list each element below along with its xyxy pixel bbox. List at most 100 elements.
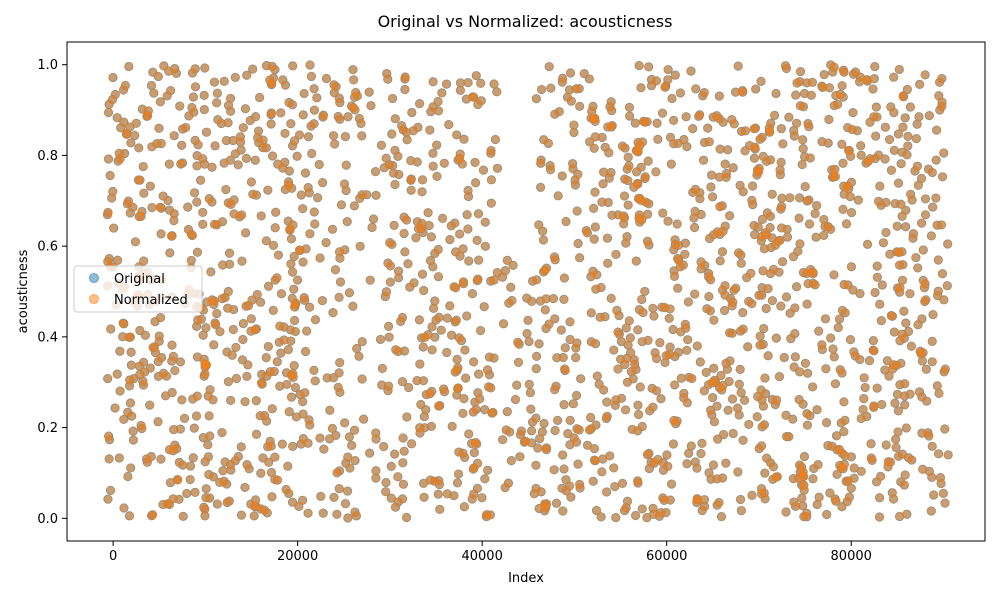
data-point-normalized xyxy=(413,122,423,132)
data-point-normalized xyxy=(670,271,679,281)
data-point-normalized xyxy=(270,475,280,484)
data-point-normalized xyxy=(934,255,943,265)
data-point-normalized xyxy=(128,426,138,436)
data-point-normalized xyxy=(227,350,237,360)
data-point-normalized xyxy=(223,118,233,128)
data-point-normalized xyxy=(541,294,551,304)
data-point-normalized xyxy=(312,93,322,103)
data-point-normalized xyxy=(176,159,186,169)
data-point-normalized xyxy=(844,492,854,502)
data-point-normalized xyxy=(472,276,482,286)
data-point-normalized xyxy=(558,450,568,460)
data-point-normalized xyxy=(792,282,802,292)
data-point-normalized xyxy=(265,436,275,446)
data-point-normalized xyxy=(352,344,361,353)
data-point-normalized xyxy=(301,347,311,356)
data-point-normalized xyxy=(927,336,937,346)
data-point-normalized xyxy=(526,404,536,414)
data-point-normalized xyxy=(463,224,473,234)
data-point-normalized xyxy=(881,197,891,207)
data-point-normalized xyxy=(921,194,930,204)
data-point-normalized xyxy=(196,175,206,185)
data-point-normalized xyxy=(670,70,680,80)
data-point-normalized xyxy=(550,385,560,394)
data-point-normalized xyxy=(568,159,577,169)
data-point-normalized xyxy=(893,427,903,437)
data-point-normalized xyxy=(744,420,754,429)
data-point-normalized xyxy=(250,155,260,165)
data-point-normalized xyxy=(480,474,490,484)
data-point-normalized xyxy=(558,77,567,87)
data-point-normalized xyxy=(270,452,280,462)
data-point-normalized xyxy=(350,201,359,211)
data-point-normalized xyxy=(291,412,301,422)
data-point-normalized xyxy=(797,160,807,169)
data-point-normalized xyxy=(514,357,523,367)
data-point-normalized xyxy=(628,374,638,384)
data-point-normalized xyxy=(252,290,262,299)
data-point-normalized xyxy=(690,206,700,216)
data-point-normalized xyxy=(915,80,925,89)
data-point-normalized xyxy=(138,104,147,114)
data-point-normalized xyxy=(847,208,856,218)
data-point-normalized xyxy=(249,511,259,521)
data-point-normalized xyxy=(446,330,456,340)
data-point-normalized xyxy=(798,501,807,511)
data-point-normalized xyxy=(187,103,197,112)
data-point-normalized xyxy=(262,353,271,363)
data-point-normalized xyxy=(610,401,620,410)
data-point-normalized xyxy=(425,475,435,485)
data-point-normalized xyxy=(693,341,702,351)
data-point-normalized xyxy=(379,442,388,451)
data-point-normalized xyxy=(759,244,769,254)
data-point-normalized xyxy=(621,405,630,415)
data-point-normalized xyxy=(910,166,920,176)
data-point-normalized xyxy=(295,246,305,255)
data-point-normalized xyxy=(318,112,328,122)
data-point-normalized xyxy=(763,351,773,361)
data-point-normalized xyxy=(468,407,478,417)
data-point-normalized xyxy=(887,311,897,321)
data-point-normalized xyxy=(712,500,722,510)
data-point-normalized xyxy=(217,428,227,437)
data-point-normalized xyxy=(515,452,525,462)
data-point-normalized xyxy=(477,493,487,503)
data-point-normalized xyxy=(328,308,338,318)
data-point-normalized xyxy=(524,379,534,389)
data-point-normalized xyxy=(587,106,597,116)
data-point-normalized xyxy=(540,305,550,315)
data-point-normalized xyxy=(287,293,297,303)
data-point-normalized xyxy=(441,79,451,89)
data-point-normalized xyxy=(233,160,243,170)
data-point-normalized xyxy=(199,90,209,100)
data-point-normalized xyxy=(802,409,812,418)
data-point-normalized xyxy=(899,306,909,316)
data-point-normalized xyxy=(298,495,308,505)
data-point-normalized xyxy=(343,513,353,523)
data-point-normalized xyxy=(156,203,166,213)
data-point-normalized xyxy=(613,364,623,374)
data-point-normalized xyxy=(190,487,200,497)
data-point-normalized xyxy=(462,94,471,104)
data-point-normalized xyxy=(177,395,187,405)
data-point-normalized xyxy=(447,421,457,431)
data-point-normalized xyxy=(106,486,116,495)
data-point-normalized xyxy=(549,252,559,262)
data-point-normalized xyxy=(931,155,941,165)
data-point-normalized xyxy=(840,415,850,425)
data-point-normalized xyxy=(573,169,583,179)
data-point-normalized xyxy=(813,500,822,509)
data-point-normalized xyxy=(669,139,679,149)
data-point-normalized xyxy=(623,152,633,162)
data-point-normalized xyxy=(772,395,782,405)
data-point-normalized xyxy=(559,294,569,304)
data-point-normalized xyxy=(738,86,748,96)
data-point-normalized xyxy=(185,475,195,484)
data-point-normalized xyxy=(932,125,942,135)
data-point-normalized xyxy=(201,323,211,333)
data-point-normalized xyxy=(817,137,827,147)
data-point-normalized xyxy=(621,238,631,248)
data-point-normalized xyxy=(489,79,499,89)
data-point-normalized xyxy=(926,506,936,516)
data-point-normalized xyxy=(558,506,568,516)
